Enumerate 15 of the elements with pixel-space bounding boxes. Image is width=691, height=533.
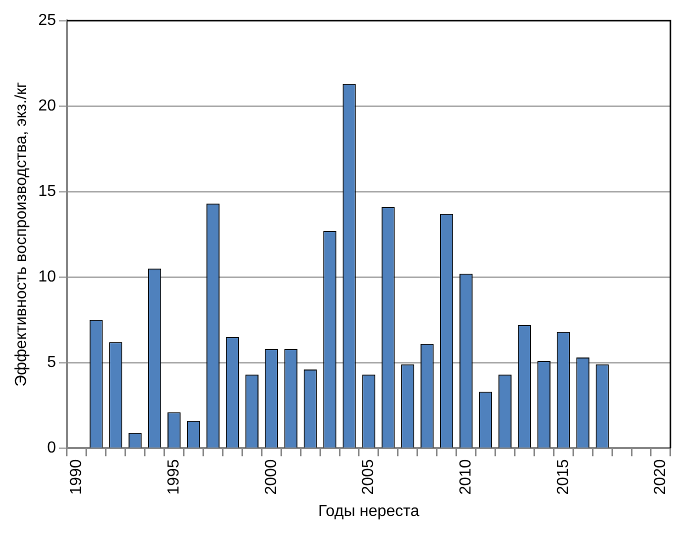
x-tick-label: 2005 [360, 459, 378, 495]
x-tick-label: 1990 [68, 459, 86, 495]
x-axis-title: Годы нереста [318, 502, 420, 520]
y-tick-label: 20 [38, 98, 56, 115]
x-tick-label: 2020 [652, 459, 670, 495]
y-tick-label: 5 [47, 354, 56, 372]
x-tick-label: 2015 [554, 459, 572, 495]
y-tick-label: 25 [38, 12, 56, 30]
x-tick-label: 2000 [262, 459, 280, 495]
y-tick-label: 10 [38, 268, 56, 286]
x-tick-label: 1995 [165, 459, 182, 495]
y-tick-label: 15 [38, 183, 56, 200]
y-axis-title: Эффективность воспроизводства, экз./кг [13, 82, 30, 387]
y-tick-label: 0 [47, 440, 56, 457]
x-tick-label: 2010 [457, 459, 474, 495]
